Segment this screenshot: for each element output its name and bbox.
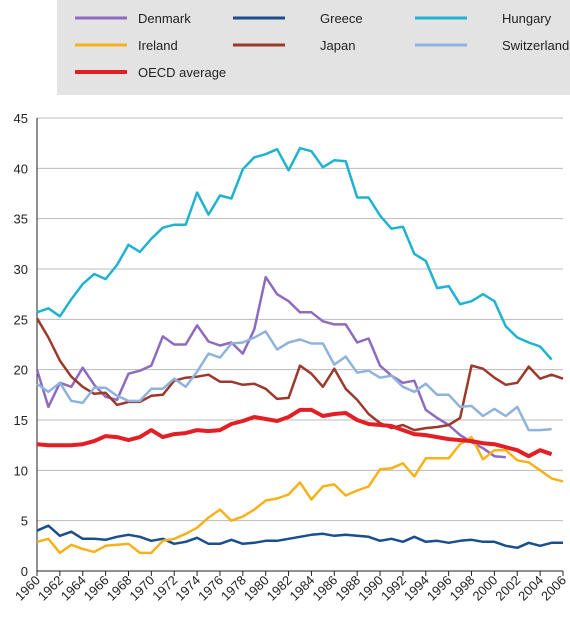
y-tick-label: 15 [14,413,28,428]
x-tick-label: 1976 [195,573,226,604]
y-tick-label: 10 [14,463,28,478]
x-tick-label: 1968 [104,573,135,604]
series-line [36,330,552,432]
x-tick-label: 1970 [126,573,157,604]
y-tick-label: 25 [14,312,28,327]
y-tick-label: 40 [14,161,28,176]
x-tick-label: 1962 [35,573,66,604]
x-tick-label: 1990 [355,573,386,604]
x-tick-label: 1982 [264,573,295,604]
x-tick-label: 2000 [469,573,500,604]
legend-label: Japan [320,38,355,53]
series-line [35,317,564,432]
x-tick-label: 1996 [424,573,455,604]
series-line [36,407,553,459]
legend-label: OECD average [138,65,226,80]
legend-label: Greece [320,11,363,26]
x-tick-label: 1974 [172,573,203,604]
x-tick-label: 1994 [401,573,432,604]
y-tick-label: 0 [21,564,28,579]
x-tick-label: 1984 [286,573,317,604]
x-tick-label: 1986 [309,573,340,604]
x-tick-label: 1972 [149,573,180,604]
y-tick-label: 5 [21,514,28,529]
series-line [35,275,506,459]
legend-label: Denmark [138,11,191,26]
x-tick-label: 1998 [447,573,478,604]
y-tick-label: 20 [14,363,28,378]
series-line [36,146,553,361]
x-tick-label: 1988 [332,573,363,604]
x-tick-label: 2004 [515,573,546,604]
x-tick-label: 1992 [378,573,409,604]
x-tick-label: 1966 [81,573,112,604]
y-tick-label: 35 [14,212,28,227]
series-line [36,524,563,550]
legend-label: Hungary [502,11,552,26]
series-line [36,435,564,555]
x-tick-label: 1960 [12,573,43,604]
y-tick-label: 30 [14,262,28,277]
x-tick-label: 2002 [492,573,523,604]
y-tick-label: 45 [14,111,28,126]
x-tick-label: 2006 [538,573,569,604]
legend-box [57,0,570,95]
x-tick-label: 1980 [241,573,272,604]
x-tick-label: 1978 [218,573,249,604]
legend-label: Switzerland [502,38,569,53]
legend-label: Ireland [138,38,178,53]
x-tick-label: 1964 [58,573,89,604]
